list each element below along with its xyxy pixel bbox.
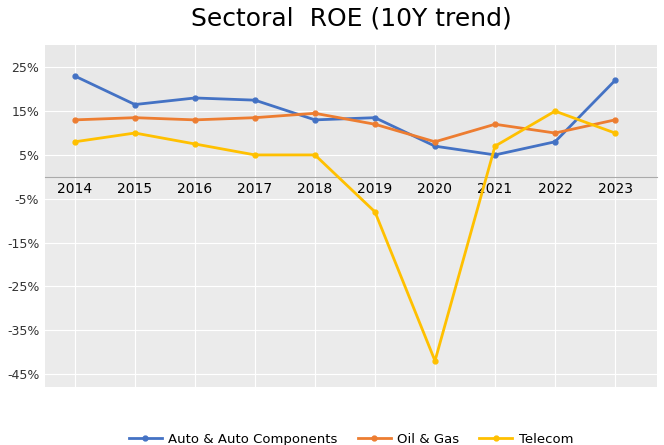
Telecom [551,109,559,114]
Line: Oil & Gas: Oil & Gas [72,111,618,144]
Auto & Auto Components [71,73,79,79]
Auto & Auto Components [191,95,199,101]
Auto & Auto Components [491,152,499,158]
Oil & Gas [311,111,319,116]
Telecom [71,139,79,145]
Oil & Gas [191,117,199,122]
Title: Sectoral  ROE (10Y trend): Sectoral ROE (10Y trend) [191,7,511,31]
Telecom [491,143,499,149]
Telecom [251,152,259,158]
Line: Telecom: Telecom [72,109,618,363]
Oil & Gas [491,121,499,127]
Auto & Auto Components [371,115,379,120]
Telecom [311,152,319,158]
Telecom [611,130,619,136]
Telecom [191,142,199,147]
Auto & Auto Components [611,78,619,83]
Oil & Gas [611,117,619,122]
Telecom [431,358,439,364]
Auto & Auto Components [131,102,139,107]
Oil & Gas [371,121,379,127]
Auto & Auto Components [551,139,559,145]
Oil & Gas [551,130,559,136]
Auto & Auto Components [311,117,319,122]
Line: Auto & Auto Components: Auto & Auto Components [72,73,618,158]
Oil & Gas [251,115,259,120]
Oil & Gas [431,139,439,145]
Legend: Auto & Auto Components, Oil & Gas, Telecom: Auto & Auto Components, Oil & Gas, Telec… [124,428,578,445]
Bar [45,177,657,387]
Telecom [131,130,139,136]
Auto & Auto Components [431,143,439,149]
Telecom [371,209,379,214]
Oil & Gas [71,117,79,122]
Oil & Gas [131,115,139,120]
Auto & Auto Components [251,97,259,103]
